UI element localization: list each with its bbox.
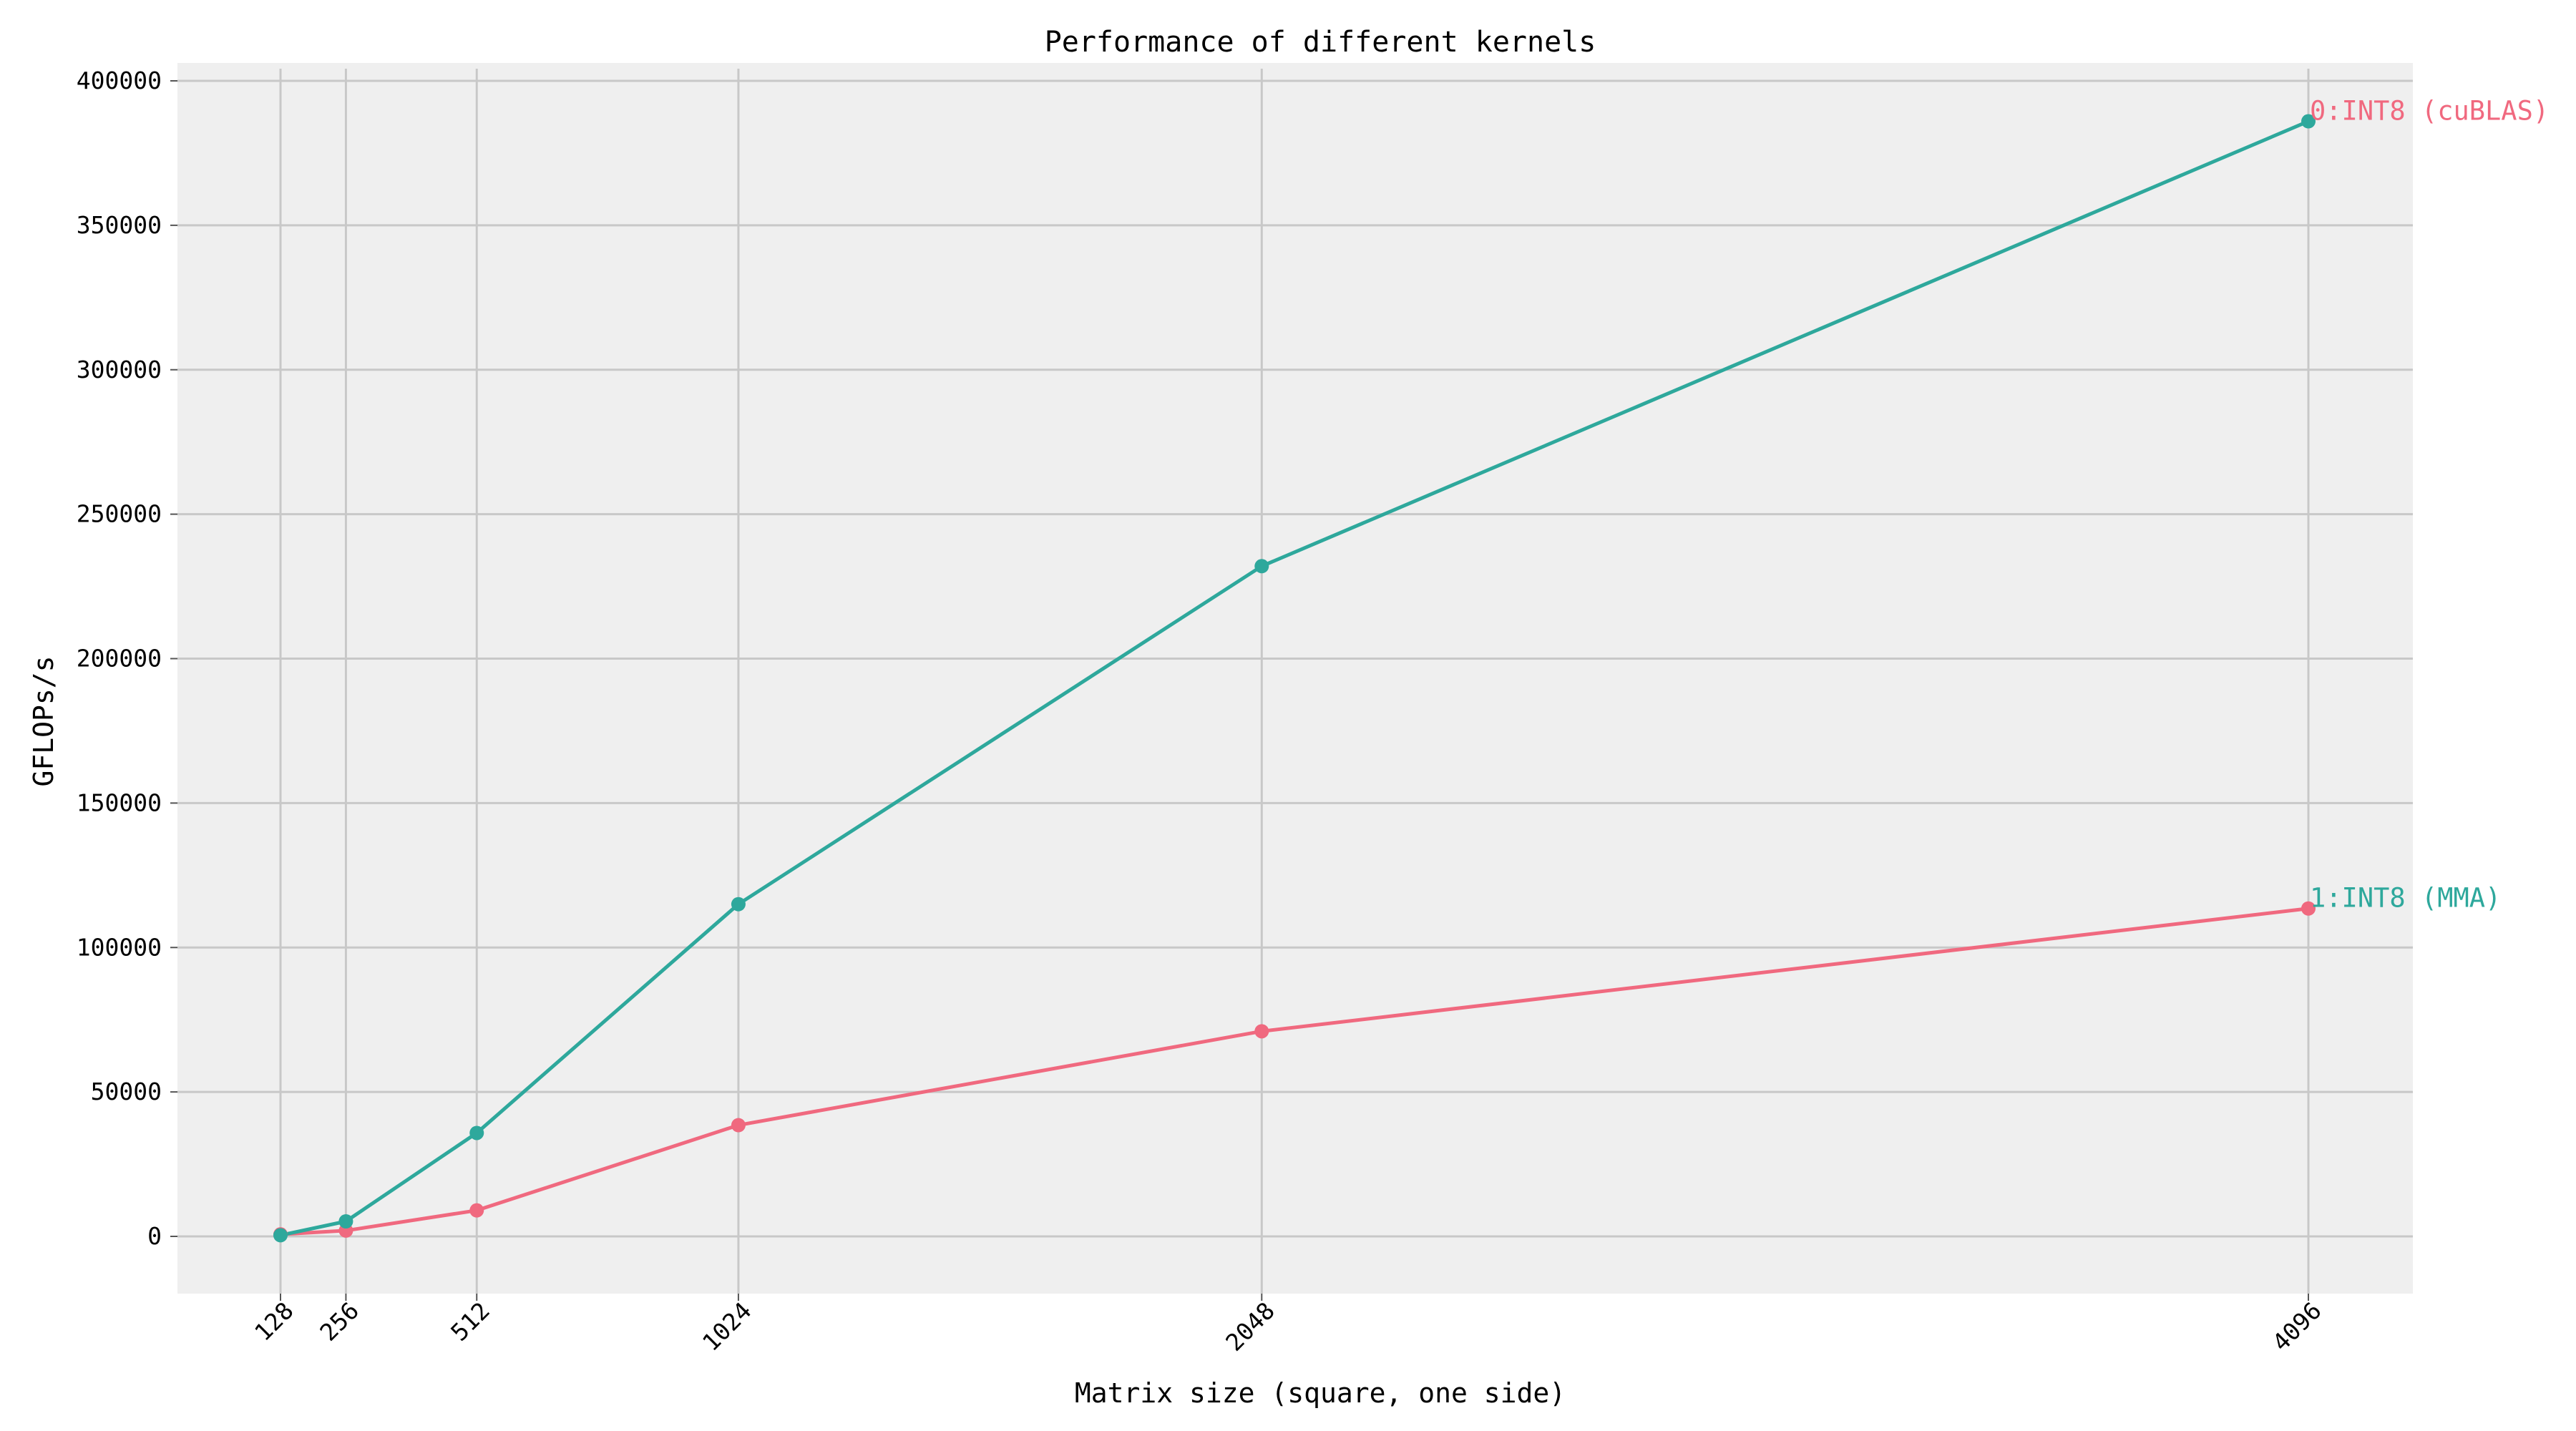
x-tick-label: 2048 [1220,1296,1280,1357]
y-tick-label: 200000 [77,645,162,673]
series-end-labels: 0:INT8 (cuBLAS) 1:INT8 (MMA) [2310,96,2549,914]
series-1-point [469,1125,484,1141]
data-points [273,114,2316,1243]
series-line-0 [278,907,2311,1236]
chart-title: Performance of different kernels [1045,26,1596,59]
y-axis-label: GFLOPs/s [28,655,59,786]
y-tick-label: 0 [147,1222,162,1250]
series-1-point [273,1228,288,1243]
y-tick-label: 400000 [77,67,162,94]
series-0-point [469,1203,484,1218]
y-axis-ticks: 0 50000 100000 150000 200000 250000 300000 3500… [77,67,177,1250]
series-1-point [2301,114,2316,129]
y-tick-label: 150000 [77,788,162,816]
y-tick-label: 300000 [77,356,162,384]
series-0-point [1254,1024,1269,1039]
y-tick-label: 100000 [77,933,162,961]
series-0-point [731,1118,746,1133]
x-tick-label: 4096 [2267,1296,2327,1357]
plot-background [177,63,2413,1294]
x-tick-label: 256 [314,1296,364,1347]
series-0-point [2301,901,2316,916]
series-1-point [1254,559,1269,574]
series-line-1 [278,119,2311,1237]
x-tick-label: 512 [445,1296,495,1347]
series-lines [278,119,2311,1237]
y-tick-label: 50000 [91,1078,162,1105]
series-end-label-0: 0:INT8 (cuBLAS) [2310,96,2549,127]
x-tick-label: 128 [249,1296,299,1347]
grid-lines [177,69,2413,1294]
series-end-label-1: 1:INT8 (MMA) [2310,883,2501,914]
series-1-point [338,1214,353,1229]
series-1-point [731,897,746,912]
x-tick-label: 1024 [697,1296,757,1357]
x-axis-ticks: 128 256 512 1024 2048 4096 [249,1294,2327,1357]
y-tick-label: 350000 [77,211,162,239]
y-tick-label: 250000 [77,500,162,528]
x-axis-label: Matrix size (square, one side) [1075,1377,1566,1409]
